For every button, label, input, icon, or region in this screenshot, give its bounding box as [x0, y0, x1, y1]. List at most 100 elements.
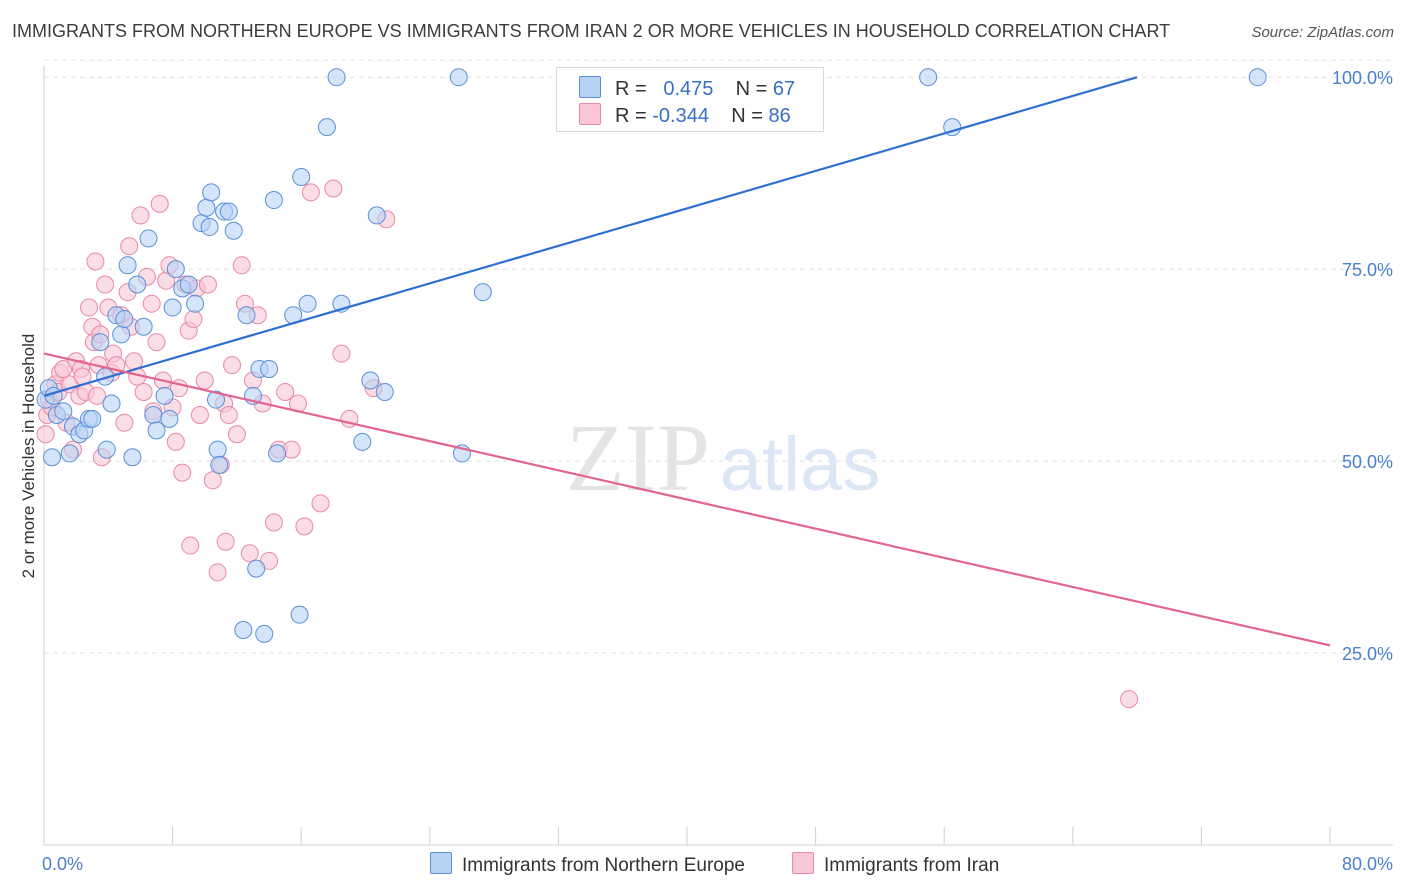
point-northern-europe: [83, 409, 102, 428]
stats-legend: R = 0.475 N = 67 R = -0.344 N = 86: [556, 67, 824, 132]
point-northern-europe: [268, 444, 287, 463]
point-northern-europe: [237, 306, 256, 325]
point-iran: [166, 432, 185, 451]
bottom-legend-swatch-iran: [792, 852, 814, 874]
chart-title: IMMIGRANTS FROM NORTHERN EUROPE VS IMMIG…: [12, 21, 1171, 41]
point-iran: [142, 294, 161, 313]
point-northern-europe: [144, 406, 163, 425]
y-tick-label: 75.0%: [1342, 260, 1393, 280]
point-iran: [195, 371, 214, 390]
point-iran: [190, 406, 209, 425]
point-iran: [1120, 690, 1139, 709]
point-iran: [80, 298, 99, 317]
point-northern-europe: [179, 275, 198, 294]
legend-r-label: R =: [615, 105, 647, 127]
point-northern-europe: [160, 409, 179, 428]
point-northern-europe: [163, 298, 182, 317]
legend-swatch-iran: [579, 103, 601, 125]
y-tick-label: 25.0%: [1342, 644, 1393, 664]
source-note: Source: ZipAtlas.com: [1251, 24, 1394, 41]
point-northern-europe: [186, 294, 205, 313]
point-northern-europe: [128, 275, 147, 294]
bottom-legend-label-northern-europe: Immigrants from Northern Europe: [462, 855, 745, 876]
point-northern-europe: [224, 221, 243, 240]
bottom-legend-northern-europe: Immigrants from Northern Europe: [430, 852, 745, 877]
point-northern-europe: [367, 206, 386, 225]
point-iran: [276, 382, 295, 401]
legend-swatch-northern-europe: [579, 76, 601, 98]
watermark-atlas: atlas: [720, 422, 881, 507]
point-iran: [147, 333, 166, 352]
point-northern-europe: [139, 229, 158, 248]
point-iran: [311, 494, 330, 513]
point-northern-europe: [200, 217, 219, 236]
point-iran: [120, 237, 139, 256]
trend-line-iran: [43, 352, 1331, 647]
point-iran: [332, 344, 351, 363]
point-iran: [223, 356, 242, 375]
point-iran: [36, 425, 55, 444]
point-northern-europe: [449, 68, 468, 87]
point-iran: [264, 513, 283, 532]
point-northern-europe: [97, 440, 116, 459]
point-northern-europe: [60, 444, 79, 463]
point-northern-europe: [118, 256, 137, 275]
point-northern-europe: [473, 283, 492, 302]
y-tick-label: 50.0%: [1342, 452, 1393, 472]
point-northern-europe: [91, 333, 110, 352]
point-northern-europe: [247, 559, 266, 578]
point-northern-europe: [219, 202, 238, 221]
point-northern-europe: [317, 118, 336, 137]
legend-r-value: -0.344: [652, 105, 709, 127]
legend-n-label: N =: [735, 78, 768, 100]
point-northern-europe: [353, 432, 372, 451]
point-northern-europe: [166, 260, 185, 279]
point-northern-europe: [207, 390, 226, 409]
point-northern-europe: [102, 394, 121, 413]
point-northern-europe: [260, 359, 279, 378]
point-iran: [219, 406, 238, 425]
bottom-legend-iran: Immigrants from Iran: [792, 852, 999, 877]
bottom-legend-swatch-northern-europe: [430, 852, 452, 874]
legend-n-value: 67: [772, 78, 796, 100]
point-northern-europe: [147, 421, 166, 440]
point-iran: [131, 206, 150, 225]
y-tick-label: 100.0%: [1332, 68, 1393, 88]
point-northern-europe: [202, 183, 221, 202]
trend-lines: [43, 76, 1331, 647]
point-iran: [150, 194, 169, 213]
point-northern-europe: [361, 371, 380, 390]
point-northern-europe: [123, 448, 142, 467]
x-tick-label: 0.0%: [42, 854, 83, 874]
point-iran: [115, 413, 134, 432]
point-northern-europe: [298, 294, 317, 313]
legend-n-value: 86: [768, 105, 791, 127]
point-iran: [184, 310, 203, 329]
bottom-legend-label-iran: Immigrants from Iran: [824, 855, 1000, 876]
point-northern-europe: [264, 191, 283, 210]
point-northern-europe: [255, 624, 274, 643]
point-iran: [173, 463, 192, 482]
legend-r-label: R =: [615, 78, 647, 100]
point-iran: [134, 382, 153, 401]
legend-row-iran: R = -0.344 N = 86: [579, 103, 791, 127]
point-iran: [88, 386, 107, 405]
point-iran: [208, 563, 227, 582]
point-northern-europe: [210, 455, 229, 474]
gridlines: [44, 59, 1394, 654]
trend-line-northern-europe: [43, 76, 1138, 397]
point-northern-europe: [112, 325, 131, 344]
y-axis-label: 2 or more Vehicles in Household: [19, 334, 38, 579]
point-northern-europe: [1248, 68, 1267, 87]
point-northern-europe: [115, 310, 134, 329]
point-iran: [181, 536, 200, 555]
series-northern-europe-points: [36, 68, 1267, 643]
point-northern-europe: [234, 621, 253, 640]
point-iran: [240, 544, 259, 563]
point-northern-europe: [197, 198, 216, 217]
point-iran: [198, 275, 217, 294]
point-northern-europe: [134, 317, 153, 336]
point-northern-europe: [43, 448, 62, 467]
point-northern-europe: [155, 386, 174, 405]
